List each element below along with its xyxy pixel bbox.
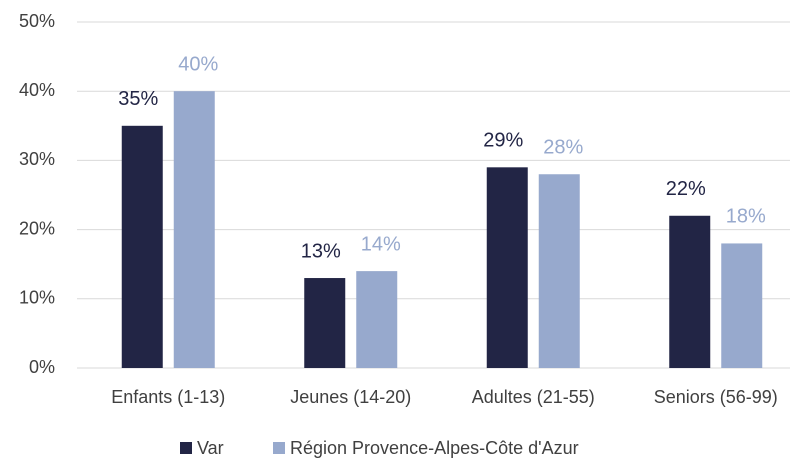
legend-swatch <box>273 442 285 454</box>
legend-label: Var <box>197 438 224 458</box>
value-label: 35% <box>118 88 158 110</box>
value-label: 28% <box>543 137 583 159</box>
y-tick-label: 30% <box>19 149 55 169</box>
value-label: 22% <box>666 178 706 200</box>
y-tick-label: 50% <box>19 11 55 31</box>
bar <box>538 174 580 368</box>
legend-swatch <box>180 442 192 454</box>
legend-label: Région Provence-Alpes-Côte d'Azur <box>290 438 579 458</box>
value-label: 29% <box>483 130 523 152</box>
bar <box>356 271 398 368</box>
x-tick-label: Enfants (1-13) <box>111 387 225 407</box>
bar <box>486 167 528 368</box>
value-label: 18% <box>726 206 766 228</box>
bar <box>173 91 215 368</box>
bar <box>121 125 163 368</box>
y-tick-label: 20% <box>19 218 55 238</box>
value-label: 14% <box>361 233 401 255</box>
y-tick-label: 40% <box>19 80 55 100</box>
x-tick-label: Seniors (56-99) <box>654 387 778 407</box>
bar <box>304 278 346 368</box>
value-label: 13% <box>301 240 341 262</box>
y-tick-label: 10% <box>19 288 55 308</box>
x-tick-label: Jeunes (14-20) <box>290 387 411 407</box>
x-tick-label: Adultes (21-55) <box>472 387 595 407</box>
bar <box>669 215 711 368</box>
y-tick-label: 0% <box>29 357 55 377</box>
value-label: 40% <box>178 53 218 75</box>
bar <box>721 243 763 368</box>
